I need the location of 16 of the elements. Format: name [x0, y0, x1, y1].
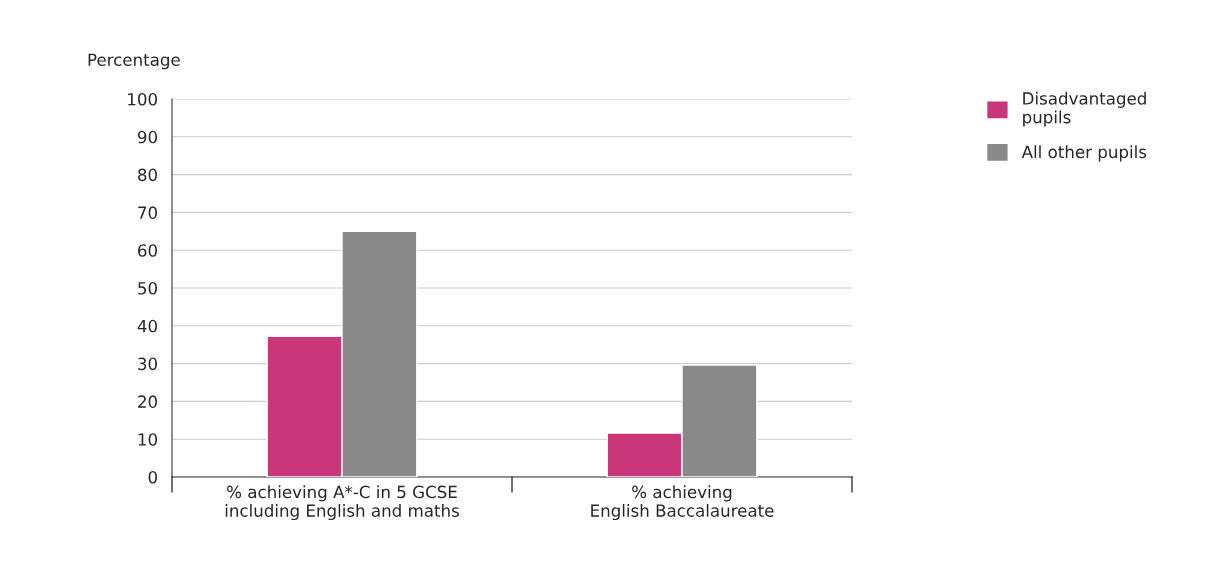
y-tick-label: 30: [138, 357, 157, 371]
legend-label: Disadvantaged pupils: [1023, 91, 1146, 127]
x-tick-label: % achieving A*-C in 5 GCSE including English and maths: [225, 485, 459, 521]
y-tick-label: 0: [148, 470, 157, 484]
y-axis-title: Percentage: [88, 53, 180, 70]
y-tick-label: 60: [138, 244, 157, 257]
legend-label: All other pupils: [1021, 145, 1147, 162]
y-tick-label: 20: [138, 395, 157, 408]
y-tick-label: 80: [138, 168, 157, 182]
y-tick-label: 100: [128, 92, 157, 106]
y-tick-label: 50: [138, 281, 157, 295]
y-tick-label: 70: [138, 206, 157, 219]
y-tick-label: 40: [137, 319, 157, 333]
y-tick-label: 90: [137, 130, 157, 144]
x-tick-label: % achieving English Baccalaureate: [591, 485, 774, 521]
y-tick-label: 10: [138, 433, 157, 446]
